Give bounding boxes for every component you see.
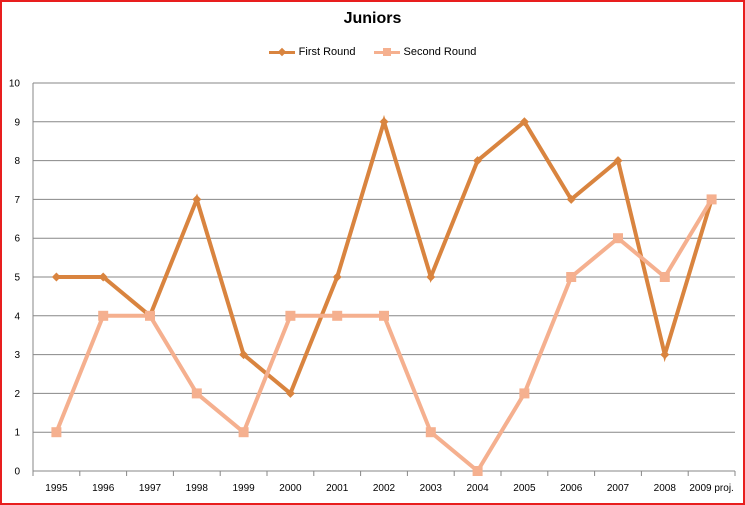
data-point-diamond bbox=[613, 156, 623, 166]
data-point-square bbox=[613, 233, 623, 244]
x-tick-label: 2000 bbox=[279, 483, 302, 494]
x-tick-label: 2005 bbox=[513, 483, 536, 494]
data-point-square bbox=[191, 388, 202, 399]
data-point-diamond bbox=[239, 350, 249, 360]
data-point-diamond bbox=[332, 272, 342, 282]
data-point-diamond bbox=[473, 156, 483, 166]
y-tick-label: 0 bbox=[14, 467, 20, 478]
data-point-diamond bbox=[379, 117, 389, 127]
data-point-diamond bbox=[660, 350, 670, 360]
x-tick-label: 2003 bbox=[420, 483, 443, 494]
data-point-diamond bbox=[426, 272, 436, 282]
data-point-diamond bbox=[192, 194, 202, 204]
data-point-square bbox=[51, 427, 62, 438]
y-tick-label: 2 bbox=[14, 389, 20, 400]
x-tick-label: 2004 bbox=[466, 483, 489, 494]
data-point-square bbox=[566, 272, 577, 282]
data-point-diamond bbox=[285, 388, 295, 398]
x-tick-label: 1997 bbox=[139, 483, 162, 494]
data-point-square bbox=[238, 427, 249, 438]
x-tick-label: 2006 bbox=[560, 483, 583, 494]
data-point-diamond bbox=[98, 272, 108, 282]
y-tick-label: 9 bbox=[14, 117, 20, 128]
legend-swatch-first-round bbox=[268, 47, 295, 57]
x-tick-label: 2007 bbox=[607, 483, 630, 494]
data-point-square bbox=[472, 466, 483, 476]
x-tick-label: 1998 bbox=[186, 483, 209, 494]
data-point-square bbox=[145, 310, 155, 321]
data-point-square bbox=[98, 310, 109, 321]
y-tick-label: 3 bbox=[14, 350, 20, 361]
y-tick-label: 6 bbox=[14, 234, 20, 245]
x-tick-label: 2001 bbox=[326, 483, 349, 494]
chart-legend: First Round Second Round bbox=[0, 46, 745, 58]
legend-label-second-round: Second Round bbox=[403, 46, 477, 58]
y-tick-label: 5 bbox=[14, 273, 20, 284]
data-point-square bbox=[332, 310, 343, 321]
data-point-square bbox=[425, 427, 436, 438]
legend-item-second-round: Second Round bbox=[373, 46, 477, 58]
x-tick-label: 2009 proj. bbox=[689, 483, 733, 494]
x-tick-label: 1999 bbox=[232, 483, 255, 494]
data-point-square bbox=[285, 310, 296, 321]
y-tick-label: 4 bbox=[14, 311, 20, 322]
data-point-square bbox=[519, 388, 530, 399]
x-tick-label: 2002 bbox=[373, 483, 396, 494]
data-point-square bbox=[659, 272, 670, 282]
y-tick-label: 8 bbox=[14, 156, 20, 167]
x-tick-label: 1995 bbox=[45, 483, 68, 494]
x-tick-label: 2008 bbox=[654, 483, 677, 494]
x-tick-label: 1996 bbox=[92, 483, 115, 494]
data-point-diamond bbox=[519, 117, 529, 127]
y-tick-label: 1 bbox=[14, 428, 20, 439]
legend-label-first-round: First Round bbox=[298, 46, 356, 58]
data-point-diamond bbox=[566, 194, 576, 204]
data-point-square bbox=[379, 310, 389, 321]
y-tick-label: 7 bbox=[14, 195, 20, 206]
data-point-square bbox=[706, 194, 717, 205]
legend-swatch-second-round bbox=[373, 47, 400, 57]
legend-item-first-round: First Round bbox=[268, 46, 356, 58]
series-line-0 bbox=[56, 114, 714, 397]
data-point-diamond bbox=[51, 272, 61, 282]
y-tick-label: 10 bbox=[9, 79, 21, 90]
chart-title: Juniors bbox=[343, 10, 402, 27]
